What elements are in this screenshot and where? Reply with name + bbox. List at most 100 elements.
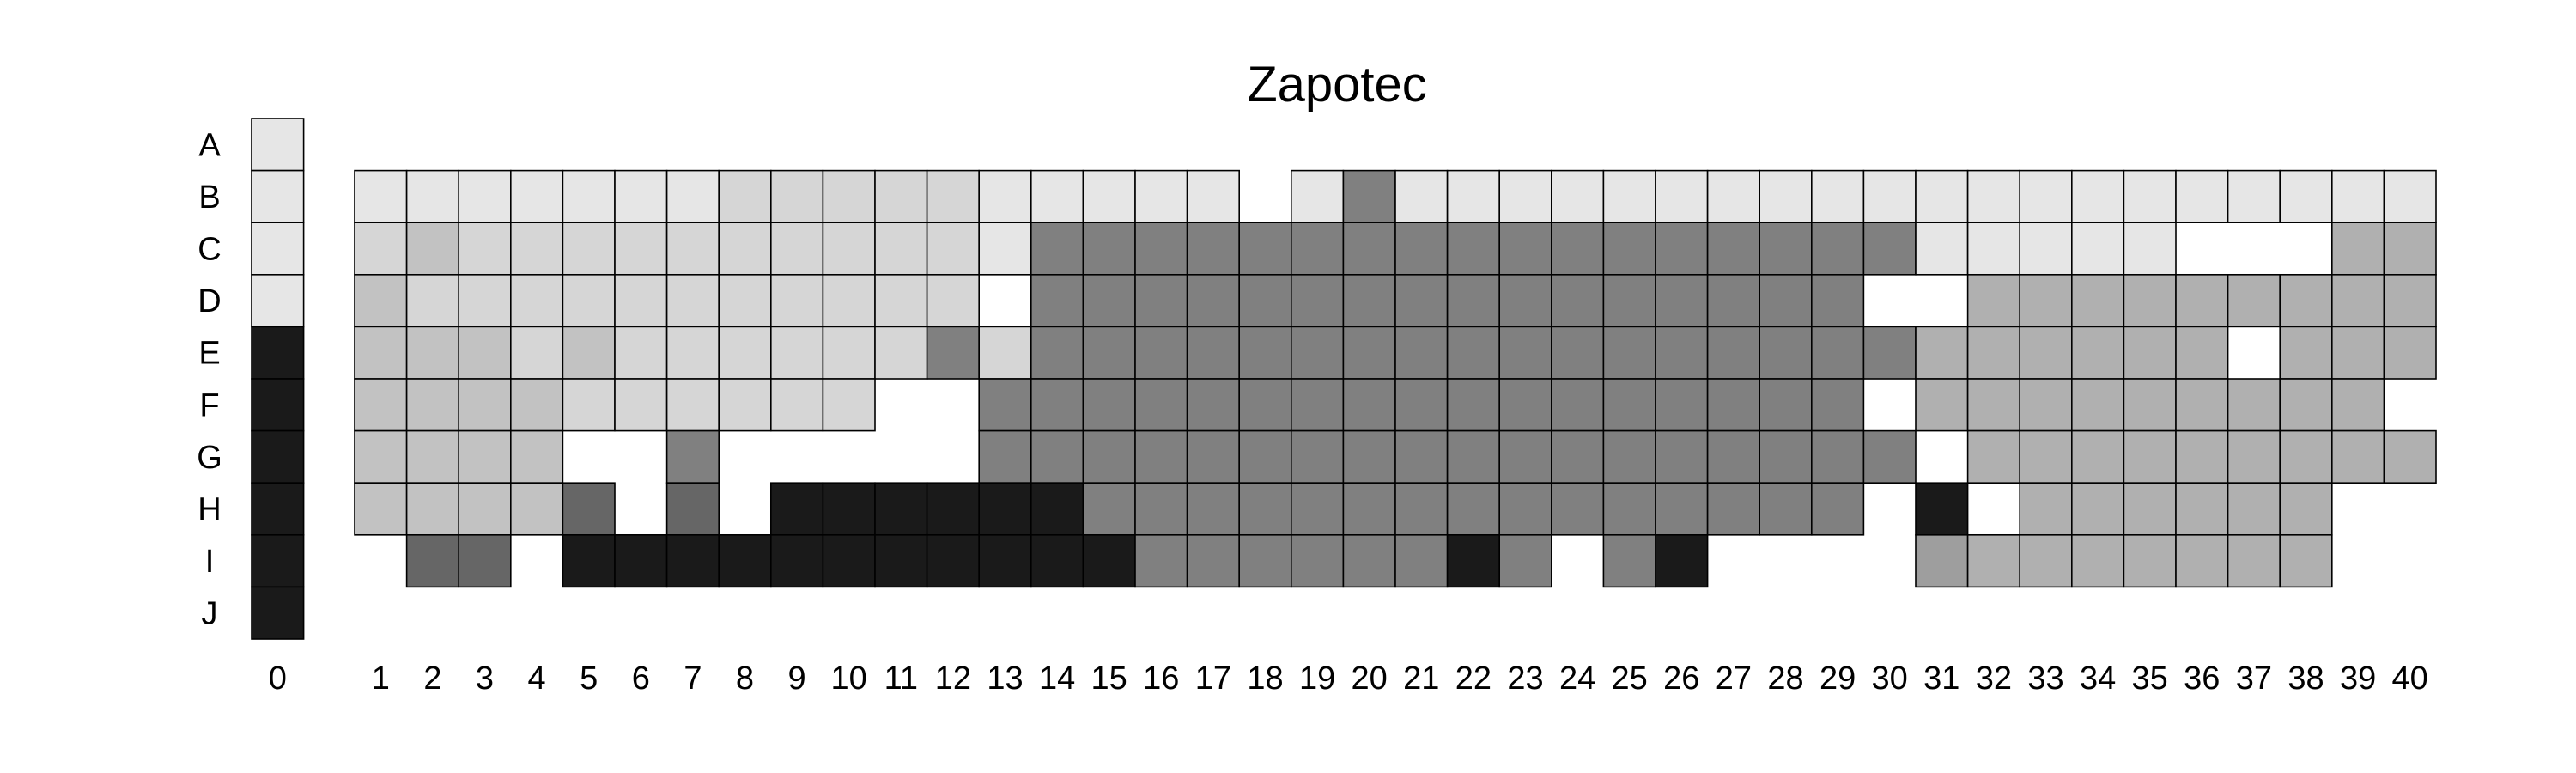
heatmap-cell-B-15 <box>1082 169 1136 224</box>
heatmap-cell-I-34 <box>2071 533 2125 588</box>
heatmap-cell-E-31 <box>1915 326 1969 380</box>
heatmap-cell-I-10 <box>822 533 876 588</box>
x-tick-label: 22 <box>1455 660 1492 697</box>
heatmap-cell-D-5 <box>562 273 616 328</box>
heatmap-cell-I-23 <box>1498 533 1552 588</box>
heatmap-cell-E-15 <box>1082 326 1136 380</box>
heatmap-cell-F-8 <box>718 378 772 432</box>
heatmap-cell-D-14 <box>1030 273 1084 328</box>
heatmap-cell-E-11 <box>874 326 928 380</box>
heatmap-cell-D-38 <box>2279 273 2333 328</box>
heatmap-cell-I-15 <box>1082 533 1136 588</box>
heatmap-cell-E-35 <box>2123 326 2177 380</box>
x-tick-label: 2 <box>423 660 441 697</box>
heatmap-cell-I-8 <box>718 533 772 588</box>
heatmap-cell-C-28 <box>1759 222 1813 276</box>
heatmap-cell-I-25 <box>1602 533 1656 588</box>
heatmap-cell-I-31 <box>1915 533 1969 588</box>
heatmap-cell-H-21 <box>1394 482 1449 536</box>
heatmap-cell-I-22 <box>1446 533 1500 588</box>
x-tick-label: 23 <box>1507 660 1543 697</box>
heatmap-cell-E-1 <box>354 326 408 380</box>
heatmap-cell-C-35 <box>2123 222 2177 276</box>
heatmap-cell-D-39 <box>2331 273 2385 328</box>
heatmap-cell-G-16 <box>1134 429 1188 484</box>
heatmap-cell-H-37 <box>2227 482 2281 536</box>
heatmap-cell-F-20 <box>1342 378 1396 432</box>
x-tick-label: 16 <box>1143 660 1179 697</box>
heatmap-cell-G-19 <box>1291 429 1345 484</box>
heatmap-cell-F-26 <box>1655 378 1709 432</box>
heatmap-cell-I-2 <box>405 533 460 588</box>
x-tick-label: 15 <box>1091 660 1127 697</box>
heatmap-cell-E-4 <box>509 326 564 380</box>
heatmap-cell-D-6 <box>614 273 668 328</box>
heatmap-cell-G-3 <box>458 429 512 484</box>
heatmap-cell-B-11 <box>874 169 928 224</box>
heatmap-cell-F-1 <box>354 378 408 432</box>
y-tick-label: H <box>197 492 221 528</box>
heatmap-cell-F-38 <box>2279 378 2333 432</box>
heatmap-cell-I-18 <box>1238 533 1292 588</box>
heatmap-cell-G-17 <box>1186 429 1240 484</box>
heatmap-cell-E-26 <box>1655 326 1709 380</box>
heatmap-cell-B-19 <box>1291 169 1345 224</box>
heatmap-cell-B-26 <box>1655 169 1709 224</box>
heatmap-cell-D-28 <box>1759 273 1813 328</box>
heatmap-cell-C-18 <box>1238 222 1292 276</box>
heatmap-cell-G-28 <box>1759 429 1813 484</box>
y-tick-label: J <box>202 596 218 632</box>
heatmap-cell-G-1 <box>354 429 408 484</box>
x-tick-label: 26 <box>1663 660 1699 697</box>
heatmap-cell-C-9 <box>769 222 824 276</box>
heatmap-cell-H-27 <box>1706 482 1760 536</box>
heatmap-cell-I-20 <box>1342 533 1396 588</box>
heatmap-cell-G-4 <box>509 429 564 484</box>
heatmap-cell-E-38 <box>2279 326 2333 380</box>
heatmap-cell-B-27 <box>1706 169 1760 224</box>
heatmap-cell-E-23 <box>1498 326 1552 380</box>
heatmap-cell-B-2 <box>405 169 460 224</box>
heatmap-cell-H-34 <box>2071 482 2125 536</box>
y-tick-label: I <box>205 544 215 580</box>
heatmap-cell-C-29 <box>1811 222 1865 276</box>
heatmap-cell-I-11 <box>874 533 928 588</box>
heatmap-cell-H-16 <box>1134 482 1188 536</box>
x-tick-label: 6 <box>632 660 650 697</box>
heatmap-cell-F-14 <box>1030 378 1084 432</box>
y-tick-label: F <box>199 387 219 423</box>
heatmap-cell-D-23 <box>1498 273 1552 328</box>
heatmap-cell-H-33 <box>2019 482 2073 536</box>
heatmap-cell-F-27 <box>1706 378 1760 432</box>
heatmap-cell-G-30 <box>1862 429 1917 484</box>
heatmap-cell-B-35 <box>2123 169 2177 224</box>
heatmap-cell-B-25 <box>1602 169 1656 224</box>
heatmap-cell-G-7 <box>665 429 720 484</box>
heatmap-cell-H-35 <box>2123 482 2177 536</box>
x-tick-label: 29 <box>1820 660 1856 697</box>
heatmap-cell-F-34 <box>2071 378 2125 432</box>
heatmap-cell-E-12 <box>926 326 980 380</box>
heatmap-cell-B-21 <box>1394 169 1449 224</box>
y-tick-label: D <box>197 283 221 320</box>
heatmap-cell-I-37 <box>2227 533 2281 588</box>
x-tick-label: 35 <box>2132 660 2168 697</box>
heatmap-cell-C-17 <box>1186 222 1240 276</box>
heatmap-cell-E-36 <box>2175 326 2229 380</box>
heatmap-cell-I-19 <box>1291 533 1345 588</box>
heatmap-cell-D-34 <box>2071 273 2125 328</box>
heatmap-cell-C-30 <box>1862 222 1917 276</box>
heatmap-cell-F-33 <box>2019 378 2073 432</box>
heatmap-cell-C-6 <box>614 222 668 276</box>
x-tick-label: 40 <box>2392 660 2428 697</box>
heatmap-cell-B-17 <box>1186 169 1240 224</box>
heatmap-cell-G-2 <box>405 429 460 484</box>
heatmap-cell-H-13 <box>978 482 1032 536</box>
heatmap-cell-F-32 <box>1966 378 2021 432</box>
heatmap-cell-G-23 <box>1498 429 1552 484</box>
x-tick-label: 37 <box>2236 660 2272 697</box>
heatmap-cell-E-2 <box>405 326 460 380</box>
heatmap-cells <box>354 169 2437 588</box>
heatmap-cell-C-10 <box>822 222 876 276</box>
